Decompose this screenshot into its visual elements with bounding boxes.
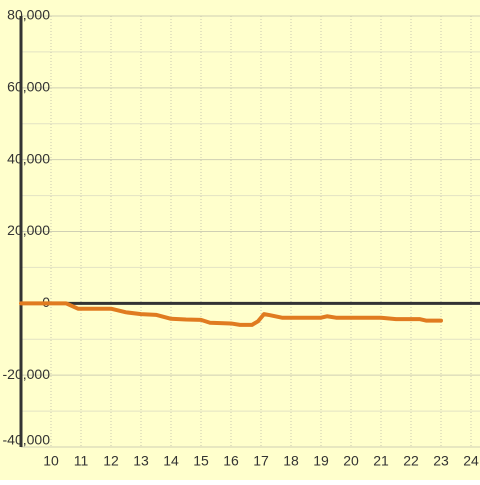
x-tick-label: 23 (433, 453, 449, 469)
x-tick-label: 20 (343, 453, 359, 469)
x-tick-label: 21 (373, 453, 389, 469)
y-tick-label: -20,000 (3, 366, 51, 382)
data-line (19, 301, 443, 327)
y-tick-label: 40,000 (7, 150, 50, 166)
y-tick-label: 60,000 (7, 79, 50, 95)
x-tick-label: 14 (163, 453, 179, 469)
y-tick-label: -40,000 (3, 432, 51, 448)
x-tick-label: 12 (103, 453, 119, 469)
y-tick-label: 20,000 (7, 222, 50, 238)
y-tick-label: 80,000 (7, 7, 50, 23)
x-tick-label: 24 (463, 453, 479, 469)
x-tick-label: 13 (133, 453, 149, 469)
x-tick-label: 16 (223, 453, 239, 469)
x-tick-label: 11 (74, 453, 89, 469)
x-tick-label: 19 (313, 453, 329, 469)
x-tick-label: 18 (283, 453, 299, 469)
x-tick-label: 10 (43, 453, 59, 469)
x-tick-label: 22 (403, 453, 419, 469)
x-tick-label: 17 (253, 453, 269, 469)
x-tick-label: 15 (193, 453, 209, 469)
